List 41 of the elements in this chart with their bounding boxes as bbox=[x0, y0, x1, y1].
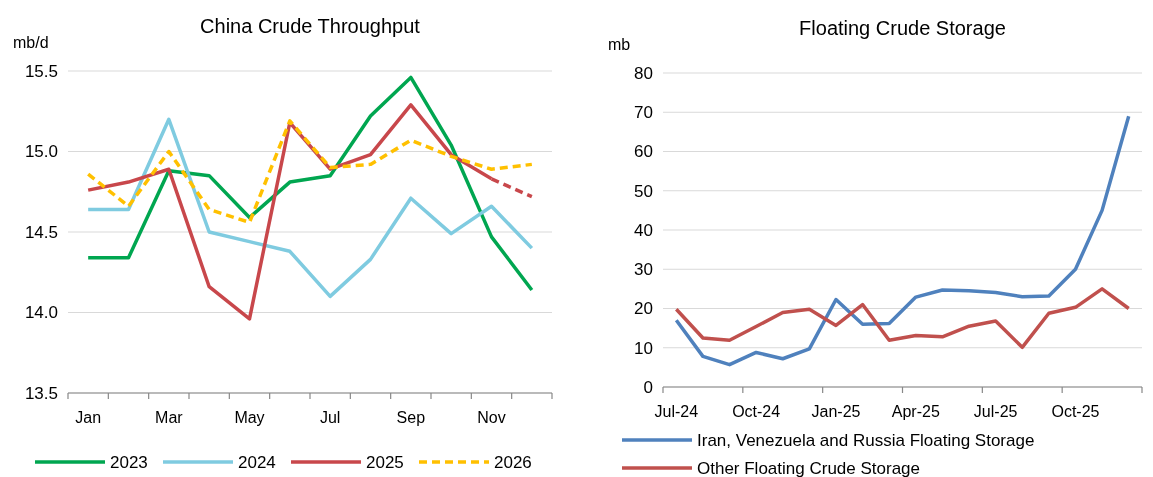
y-tick-label: 80 bbox=[634, 63, 653, 83]
x-tick-label: Jul-25 bbox=[973, 403, 1018, 420]
y-axis-title: mb/d bbox=[13, 34, 49, 51]
y-tick-label: 50 bbox=[634, 181, 653, 201]
line-series bbox=[86, 75, 534, 292]
legend-label: Other Floating Crude Storage bbox=[697, 458, 921, 477]
x-tick-label: Jul bbox=[319, 409, 341, 426]
y-tick-label: 10 bbox=[634, 338, 653, 358]
y-tick-label: 0 bbox=[643, 377, 653, 397]
x-tick-label: Mar bbox=[155, 409, 184, 426]
y-tick-label: 70 bbox=[634, 103, 653, 123]
y-tick-label: 13.5 bbox=[24, 383, 58, 403]
x-tick-label: Oct-24 bbox=[732, 403, 781, 420]
legend-label: 2025 bbox=[366, 452, 404, 472]
y-tick-label: 14.5 bbox=[24, 222, 58, 242]
legend-label: 2024 bbox=[238, 452, 276, 472]
y-tick-label: 15.0 bbox=[24, 142, 58, 162]
line-series bbox=[674, 114, 1131, 367]
chart-title: China Crude Throughput bbox=[200, 15, 421, 37]
y-tick-label: 60 bbox=[634, 142, 653, 162]
x-tick-label: Jul-24 bbox=[654, 403, 699, 420]
y-tick-label: 20 bbox=[634, 299, 653, 319]
line-series bbox=[86, 117, 534, 299]
y-tick-label: 14.0 bbox=[24, 303, 58, 323]
legend-label: 2023 bbox=[110, 452, 148, 472]
y-axis-title: mb bbox=[608, 36, 631, 53]
x-tick-label: Jan bbox=[75, 409, 102, 426]
x-tick-label: Oct-25 bbox=[1051, 403, 1100, 420]
x-tick-label: May bbox=[234, 409, 265, 426]
x-tick-label: Sep bbox=[396, 409, 426, 426]
x-tick-label: Nov bbox=[477, 409, 506, 426]
y-tick-label: 30 bbox=[634, 260, 653, 280]
y-tick-label: 15.5 bbox=[24, 61, 58, 81]
x-tick-label: Jan-25 bbox=[811, 403, 861, 420]
chart-title: Floating Crude Storage bbox=[799, 17, 1006, 39]
line-series bbox=[86, 119, 534, 225]
legend-label: Iran, Venezuela and Russia Floating Storage bbox=[697, 430, 1035, 450]
y-tick-label: 40 bbox=[634, 220, 653, 240]
legend-label: 2026 bbox=[494, 452, 532, 472]
x-tick-label: Apr-25 bbox=[891, 403, 940, 420]
line-series bbox=[674, 287, 1131, 350]
